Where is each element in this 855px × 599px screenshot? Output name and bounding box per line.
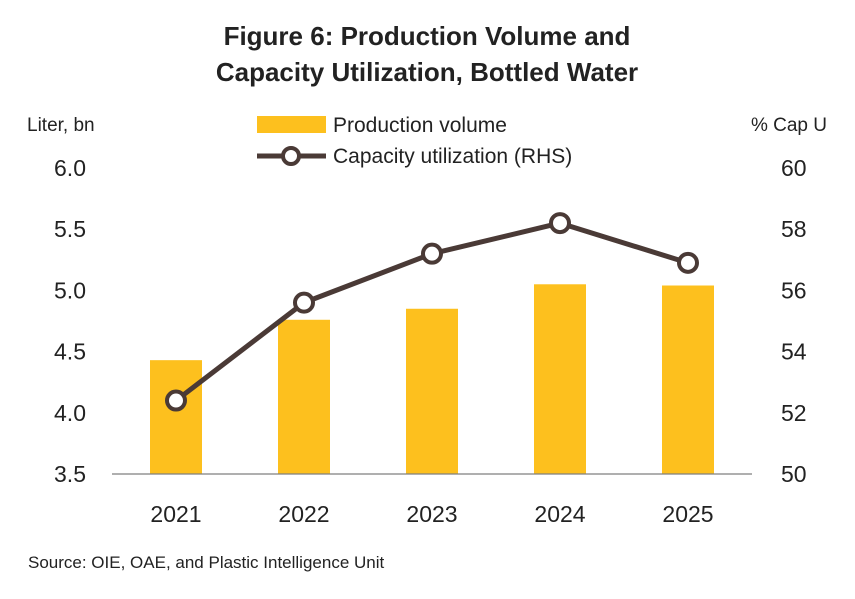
point-capacity-utilization-2022 <box>293 291 315 314</box>
x-tick-label: 2023 <box>406 501 457 527</box>
legend-marker-capacity-utilization <box>281 146 301 166</box>
bars <box>150 284 714 474</box>
x-axis-ticks: 2021 2022 2023 2024 2025 <box>150 501 713 527</box>
bar-production-volume-2025 <box>662 285 714 474</box>
chart-title-line1: Figure 6: Production Volume and <box>224 21 631 51</box>
left-tick-label: 5.0 <box>54 277 86 303</box>
left-axis-label: Liter, bn <box>27 115 95 136</box>
source-note: Source: OIE, OAE, and Plastic Intelligen… <box>28 553 385 572</box>
point-capacity-utilization-2023 <box>421 242 443 265</box>
left-tick-label: 4.0 <box>54 400 86 426</box>
left-tick-label: 3.5 <box>54 461 86 487</box>
left-axis-ticks: 3.5 4.0 4.5 5.0 5.5 6.0 <box>54 155 86 487</box>
x-tick-label: 2025 <box>662 501 713 527</box>
right-tick-label: 56 <box>781 277 807 303</box>
left-tick-label: 6.0 <box>54 155 86 181</box>
bar-production-volume-2023 <box>406 308 458 474</box>
legend-label-capacity-utilization: Capacity utilization (RHS) <box>333 145 572 168</box>
right-tick-label: 60 <box>781 155 807 181</box>
right-tick-label: 54 <box>781 339 807 365</box>
left-tick-label: 5.5 <box>54 216 86 242</box>
right-tick-label: 52 <box>781 400 807 426</box>
right-axis-ticks: 50 52 54 56 58 60 <box>781 155 807 487</box>
bar-production-volume-2021 <box>150 360 202 474</box>
bar-production-volume-2024 <box>534 284 586 474</box>
line-series <box>165 212 699 412</box>
chart-title-line2: Capacity Utilization, Bottled Water <box>216 57 638 87</box>
x-tick-label: 2024 <box>534 501 585 527</box>
right-tick-label: 50 <box>781 461 807 487</box>
legend: Production volume Capacity utilization (… <box>257 114 572 168</box>
point-capacity-utilization-2025 <box>677 251 699 274</box>
bar-production-volume-2022 <box>278 319 330 474</box>
point-capacity-utilization-2024 <box>549 212 571 235</box>
point-capacity-utilization-2021 <box>165 389 187 412</box>
legend-swatch-production-volume <box>257 116 326 133</box>
legend-label-production-volume: Production volume <box>333 114 507 137</box>
right-tick-label: 58 <box>781 216 807 242</box>
left-tick-label: 4.5 <box>54 339 86 365</box>
right-axis-label: % Cap U <box>751 115 827 136</box>
x-tick-label: 2021 <box>150 501 201 527</box>
x-tick-label: 2022 <box>278 501 329 527</box>
